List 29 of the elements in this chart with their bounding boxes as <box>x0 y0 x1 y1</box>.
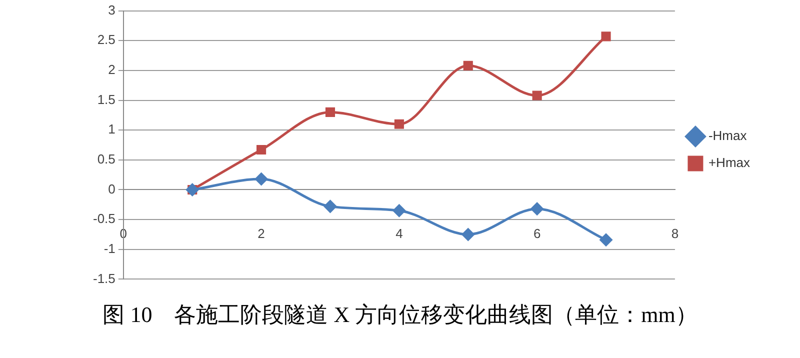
y-tick-label: -0.5 <box>92 211 116 226</box>
point <box>463 60 473 70</box>
point <box>394 119 404 129</box>
x-tick-label: 8 <box>671 226 679 242</box>
point <box>256 144 266 155</box>
y-tick-label: 2.5 <box>97 32 116 48</box>
y-tick-label: 1.5 <box>97 92 116 107</box>
point <box>325 107 336 117</box>
y-tick-label: -1.5 <box>92 270 116 286</box>
x-tick-label: 4 <box>396 226 403 242</box>
point <box>532 90 542 100</box>
point <box>255 172 268 186</box>
point <box>462 228 474 241</box>
legend-label: -Hmax <box>708 128 748 144</box>
point <box>601 32 611 42</box>
point <box>392 204 406 217</box>
y-tick-label: 0 <box>108 181 116 196</box>
point <box>600 234 612 246</box>
point <box>324 200 336 213</box>
y-tick-label: 2 <box>108 62 116 78</box>
y-tick-label: 3 <box>108 2 116 18</box>
y-tick-label: -1 <box>104 240 116 256</box>
text: 图 10 各施工阶段隧道 X 方向位移变化曲线图（单位：mm） <box>102 301 698 329</box>
legend-label: +Hmax <box>708 155 750 170</box>
y-tick-label: 1 <box>108 122 116 137</box>
x-tick-label: 2 <box>258 226 265 242</box>
x-tick-label: 6 <box>533 226 541 242</box>
y-tick-label: 0.5 <box>97 151 116 166</box>
point <box>530 202 544 216</box>
